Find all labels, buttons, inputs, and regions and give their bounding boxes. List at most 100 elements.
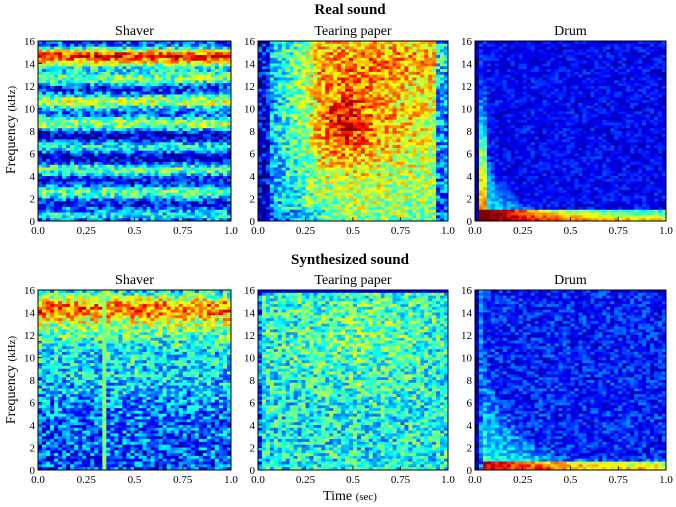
heatmap-cell [297, 206, 302, 211]
heatmap-cell [206, 97, 212, 101]
heatmap-cell [98, 74, 103, 78]
heatmap-cell [190, 46, 196, 50]
heatmap-cell [94, 125, 99, 129]
heatmap-cell [158, 46, 164, 50]
heatmap-cell [122, 88, 127, 93]
heatmap-cell [368, 133, 374, 138]
heatmap-cell [70, 102, 75, 107]
heatmap-cell [313, 176, 318, 180]
heatmap-cell [86, 153, 91, 157]
heatmap-cell [360, 204, 366, 208]
heatmap-cell [356, 41, 362, 45]
heatmap-cell [66, 57, 71, 62]
heatmap-cell [114, 195, 119, 199]
heatmap-cell [345, 63, 350, 67]
heatmap-cell [150, 119, 155, 123]
heatmap-cell [194, 198, 200, 202]
heatmap-cell [146, 136, 151, 140]
heatmap-cell [202, 215, 208, 219]
heatmap-cell [364, 187, 370, 191]
heatmap-cell [122, 60, 127, 64]
heatmap-cell [62, 173, 67, 177]
heatmap-cell [269, 145, 275, 149]
heatmap-cell [333, 173, 338, 177]
heatmap-cell [202, 46, 208, 50]
heatmap-cell [293, 170, 298, 174]
heatmap-cell [186, 173, 192, 177]
heatmap-cell [258, 204, 263, 208]
heatmap-cell [142, 69, 147, 73]
heatmap-cell [118, 184, 123, 188]
heatmap-cell [146, 209, 151, 213]
heatmap-cell [194, 187, 200, 191]
heatmap-cell [178, 80, 184, 84]
heatmap-cell [94, 215, 99, 219]
heatmap-cell [341, 57, 346, 62]
heatmap-cell [142, 215, 147, 219]
heatmap-cell [62, 204, 67, 208]
heatmap-cell [138, 71, 143, 76]
heatmap-cell [178, 198, 184, 202]
heatmap-cell [293, 159, 298, 163]
heatmap-cell [349, 145, 354, 149]
heatmap-cell [337, 83, 342, 87]
heatmap-cell [364, 74, 370, 78]
heatmap-cell [297, 215, 302, 219]
heatmap-cell [301, 86, 306, 90]
heatmap-cell [54, 46, 59, 50]
heatmap-cell [349, 187, 354, 191]
heatmap-cell [337, 190, 342, 194]
heatmap-cell [309, 181, 314, 185]
heatmap-cell [110, 69, 115, 73]
heatmap-cell [218, 119, 224, 123]
heatmap-cell [194, 122, 200, 126]
heatmap-cell [364, 108, 370, 112]
heatmap-cell [297, 204, 302, 208]
heatmap-cell [305, 105, 310, 109]
heatmap-cell [134, 77, 139, 81]
heatmap-cell [134, 178, 139, 183]
heatmap-cell [138, 111, 143, 115]
heatmap-cell [58, 100, 63, 104]
heatmap-cell [114, 114, 119, 118]
heatmap-cell [50, 215, 55, 219]
heatmap-cell [364, 198, 370, 202]
heatmap-cell [210, 102, 216, 107]
heatmap-cell [98, 108, 103, 112]
heatmap-cell [62, 63, 67, 67]
heatmap-cell [178, 145, 184, 149]
heatmap-cell [126, 178, 131, 183]
heatmap-cell [325, 164, 330, 168]
heatmap-cell [214, 150, 220, 154]
heatmap-cell [46, 63, 51, 67]
heatmap-cell [58, 212, 63, 216]
heatmap-cell [70, 204, 75, 208]
heatmap-cell [122, 195, 127, 199]
heatmap-cell [46, 60, 51, 64]
heatmap-cell [110, 108, 115, 112]
heatmap-cell [106, 218, 111, 222]
heatmap-cell [50, 119, 55, 123]
heatmap-cell [329, 164, 334, 168]
heatmap-cell [301, 173, 306, 177]
heatmap-cell [364, 60, 370, 64]
heatmap-cell [281, 102, 287, 107]
heatmap-cell [356, 181, 362, 185]
heatmap-cell [190, 150, 196, 154]
heatmap-cell [110, 52, 115, 56]
heatmap-cell [372, 100, 378, 104]
heatmap-cell [94, 46, 99, 50]
heatmap-cell [94, 164, 99, 168]
heatmap-cell [58, 190, 63, 194]
heatmap-cell [265, 80, 271, 84]
heatmap-cell [337, 105, 342, 109]
heatmap-cell [182, 159, 188, 163]
heatmap-cell [356, 63, 362, 67]
heatmap-cell [182, 142, 188, 146]
heatmap-cell [289, 204, 295, 208]
heatmap-cell [102, 88, 107, 93]
heatmap-cell [166, 74, 172, 78]
heatmap-cell [50, 159, 55, 163]
heatmap-cell [309, 153, 314, 157]
heatmap-cell [222, 167, 228, 171]
